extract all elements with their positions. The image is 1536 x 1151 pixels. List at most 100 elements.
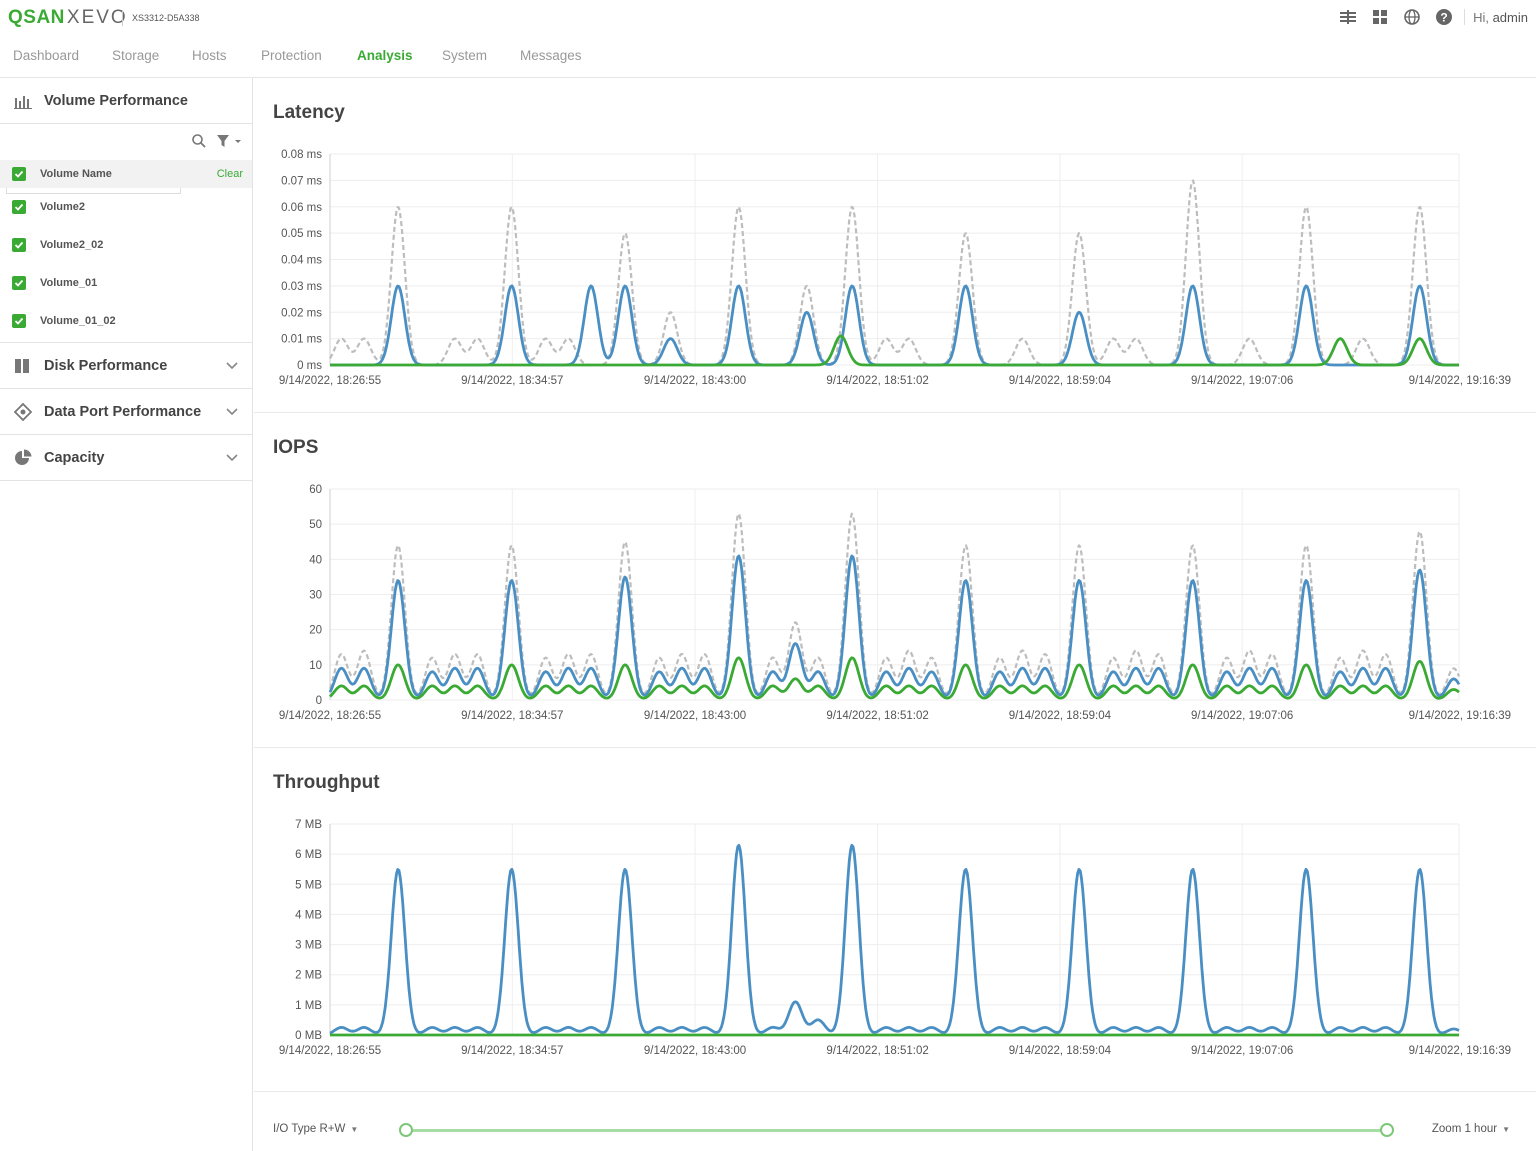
divider: [1464, 9, 1466, 25]
list-item[interactable]: Volume2_02: [0, 226, 252, 264]
tab-protection[interactable]: Protection: [261, 48, 322, 63]
x-tick-label: 9/14/2022, 18:26:55: [279, 710, 381, 722]
clear-button[interactable]: Clear: [216, 168, 243, 180]
y-tick-label: 0.06 ms: [281, 202, 322, 214]
grid-icon[interactable]: [1364, 6, 1396, 28]
sidebar: Volume Performance Volume Name Clear Vol…: [0, 78, 253, 1151]
chart-title: Throughput: [273, 772, 380, 793]
y-tick-label: 4 MB: [295, 909, 322, 921]
y-tick-label: 5 MB: [295, 879, 322, 891]
io-type-dropdown[interactable]: I/O Type R+W ▼: [273, 1123, 358, 1135]
latency-chart[interactable]: 0 ms 0.01 ms 0.02 ms 0.03 ms 0.04 ms 0.05 ms 0…: [254, 78, 1536, 413]
y-tick-label: 7 MB: [295, 819, 322, 831]
main-nav: Dashboard Storage Hosts Protection Analy…: [0, 36, 1536, 78]
help-icon[interactable]: ?: [1428, 6, 1460, 28]
x-tick-label: 9/14/2022, 18:26:55: [279, 375, 381, 387]
iops-chart[interactable]: 0 10 20 30 40 50 60 9/14/2022, 18:26:55 9/14/202…: [254, 413, 1536, 748]
svg-text:?: ?: [1440, 11, 1447, 25]
caret-down-icon: ▼: [350, 1125, 359, 1134]
throughput-chart[interactable]: 0 MB 1 MB 2 MB 3 MB 4 MB 5 MB 6 MB 7 MB 9/14/202…: [254, 748, 1536, 1092]
y-tick-label: 30: [309, 590, 322, 602]
sidebar-item-label: Disk Performance: [44, 357, 168, 374]
list-item[interactable]: Volume2: [0, 188, 252, 226]
tab-analysis[interactable]: Analysis: [357, 48, 413, 63]
x-tick-label: 9/14/2022, 18:34:57: [461, 375, 563, 387]
chevron-down-icon: [226, 358, 238, 374]
device-model: XS3312-D5A338: [122, 10, 200, 26]
network-icon[interactable]: [1332, 6, 1364, 28]
top-bar: QSAN XEVO XS3312-D5A338 ? Hi, admin: [0, 0, 1536, 36]
x-tick-label: 9/14/2022, 18:59:04: [1009, 1045, 1112, 1057]
y-tick-label: 0.05 ms: [281, 228, 322, 240]
x-tick-label: 9/14/2022, 18:51:02: [826, 1045, 928, 1057]
x-tick-label: 9/14/2022, 18:34:57: [461, 710, 563, 722]
globe-icon[interactable]: [1396, 6, 1428, 28]
list-item[interactable]: Volume_01: [0, 264, 252, 302]
chart-title: IOPS: [273, 437, 319, 458]
volume-list: Volume Name Clear Volume2 Volume2_02 Vol…: [0, 160, 252, 343]
x-tick-label: 9/14/2022, 18:43:00: [644, 1045, 746, 1057]
sidebar-item-volume-performance[interactable]: Volume Performance: [0, 78, 252, 124]
search-row: [0, 124, 252, 194]
zoom-dropdown[interactable]: Zoom 1 hour ▼: [1432, 1123, 1510, 1135]
sidebar-item-label: Volume Performance: [44, 92, 188, 109]
bar-chart-icon: [14, 92, 34, 110]
caret-down-icon: ▼: [1502, 1125, 1510, 1134]
pie-chart-icon: [14, 448, 34, 467]
x-tick-label: 9/14/2022, 18:51:02: [826, 710, 928, 722]
x-tick-label: 9/14/2022, 19:16:39: [1409, 710, 1511, 722]
y-tick-label: 0.04 ms: [281, 255, 322, 267]
zoom-label: Zoom 1 hour: [1431, 1123, 1498, 1135]
x-tick-label: 9/14/2022, 18:43:00: [644, 710, 746, 722]
list-item[interactable]: Volume_01_02: [0, 302, 252, 340]
latency-panel: Latency 0 ms 0.01 ms 0.02 ms 0.03 ms 0.04 ms…: [254, 78, 1536, 413]
volume-label: Volume_01: [40, 277, 98, 289]
chart-title: Latency: [273, 102, 345, 123]
volume-checkbox[interactable]: [12, 314, 26, 328]
tab-messages[interactable]: Messages: [520, 48, 582, 63]
port-icon: [14, 402, 34, 421]
x-tick-label: 9/14/2022, 18:43:00: [644, 375, 746, 387]
y-tick-label: 1 MB: [295, 1000, 322, 1012]
tab-dashboard[interactable]: Dashboard: [13, 48, 80, 63]
tab-storage[interactable]: Storage: [112, 48, 160, 63]
time-range-slider[interactable]: [406, 1129, 1387, 1132]
logo[interactable]: QSAN XEVO: [8, 7, 128, 29]
volume-name-header: Volume Name: [40, 168, 112, 180]
y-tick-label: 60: [309, 484, 322, 496]
x-tick-label: 9/14/2022, 19:07:06: [1191, 710, 1293, 722]
select-all-checkbox[interactable]: [12, 167, 26, 181]
volume-checkbox[interactable]: [12, 200, 26, 214]
throughput-panel: Throughput 0 MB 1 MB 2 MB 3 MB 4 MB 5 MB 6 MB 7…: [254, 748, 1536, 1092]
y-tick-label: 0: [316, 695, 322, 707]
tab-system[interactable]: System: [442, 48, 488, 63]
x-tick-label: 9/14/2022, 19:16:39: [1409, 1045, 1511, 1057]
x-tick-label: 9/14/2022, 19:07:06: [1191, 1045, 1293, 1057]
y-tick-label: 20: [309, 625, 322, 637]
y-tick-label: 0.03 ms: [281, 281, 322, 293]
x-tick-label: 9/14/2022, 18:34:57: [461, 1045, 563, 1057]
y-tick-label: 6 MB: [295, 849, 322, 861]
series-line-blue: [329, 843, 1460, 1035]
chevron-down-icon: [226, 404, 238, 420]
sidebar-item-capacity[interactable]: Capacity: [0, 435, 252, 481]
series-line-gray: [328, 512, 1461, 695]
volume-checkbox[interactable]: [12, 238, 26, 252]
top-icons: ? Hi, admin: [1332, 6, 1528, 28]
slider-handle-end[interactable]: [1380, 1123, 1394, 1137]
x-tick-label: 9/14/2022, 18:59:04: [1009, 375, 1112, 387]
x-tick-label: 9/14/2022, 19:07:06: [1191, 375, 1293, 387]
volume-checkbox[interactable]: [12, 276, 26, 290]
user-menu[interactable]: Hi, admin: [1473, 10, 1528, 25]
sidebar-item-disk-performance[interactable]: Disk Performance: [0, 343, 252, 389]
tab-hosts[interactable]: Hosts: [192, 48, 227, 63]
search-icon[interactable]: [192, 134, 206, 153]
greeting: Hi,: [1473, 9, 1489, 25]
sidebar-item-data-port-performance[interactable]: Data Port Performance: [0, 389, 252, 435]
product-name: XEVO: [66, 7, 128, 28]
y-tick-label: 0.02 ms: [281, 307, 322, 319]
filter-icon[interactable]: [216, 134, 244, 153]
slider-handle-start[interactable]: [399, 1123, 413, 1137]
y-tick-label: 0 MB: [295, 1030, 322, 1042]
username: admin: [1492, 9, 1528, 25]
